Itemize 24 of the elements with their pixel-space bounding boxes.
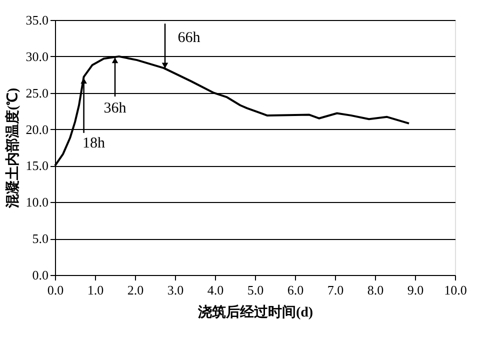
x-tick-label: 1.0: [87, 282, 104, 298]
x-tick-label: 6.0: [287, 282, 304, 298]
annotation: 36h: [104, 100, 127, 116]
x-tick-label: 7.0: [327, 282, 344, 298]
y-tick-label: 30.0: [26, 48, 48, 64]
x-tick-label: 0.0: [47, 282, 64, 298]
y-tick-label: 10.0: [26, 194, 48, 210]
y-tick-label: 25.0: [26, 85, 48, 100]
y-tick-label: 35.0: [26, 12, 48, 28]
x-tick-label: 2.0: [127, 282, 144, 298]
x-tick-label: 10.0: [444, 282, 467, 298]
x-tick-label: 4.0: [207, 282, 224, 298]
x-tick-label: 5.0: [247, 282, 264, 298]
y-tick-label: 20.0: [26, 122, 48, 137]
y-tick-label: 5.0: [32, 231, 48, 246]
annotation: 18h: [82, 135, 106, 152]
y-tick-label: 0.0: [32, 268, 48, 282]
x-tick-label: 9.0: [407, 282, 424, 298]
x-axis-title: 浇筑后经过时间(d): [196, 304, 314, 320]
x-tick-label: 3.0: [167, 282, 184, 298]
annotation: 66h: [178, 30, 201, 46]
y-axis-title: 混凝土内部温度(℃): [4, 88, 21, 210]
y-tick-label: 15.0: [26, 158, 48, 174]
x-tick-label: 8.0: [367, 282, 384, 298]
